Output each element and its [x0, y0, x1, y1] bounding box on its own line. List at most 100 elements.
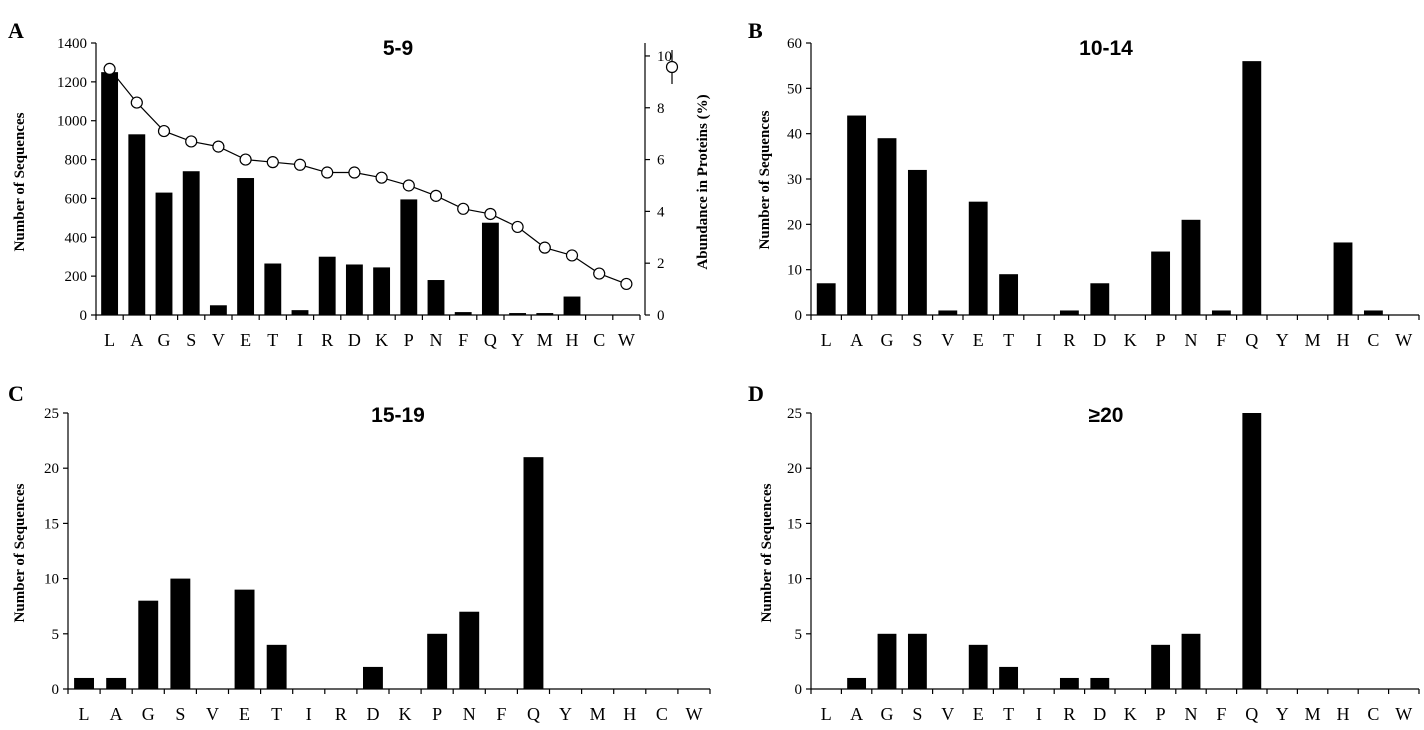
panel-c-bar [106, 677, 127, 689]
panel-c-y-tick-label: 10 [44, 572, 59, 588]
panel-c-y-tick-label: 5 [52, 627, 60, 643]
panel-d-y-tick-label: 0 [795, 682, 803, 698]
panel-a-bar [563, 296, 581, 315]
panel-b-y-tick-label: 30 [787, 172, 802, 188]
panel-a-bar [264, 263, 282, 315]
panel-b-x-tick-label: C [1367, 330, 1379, 350]
panel-a-y-axis-title: Number of Sequences [12, 112, 28, 251]
panel-a-x-tick-label: Q [484, 330, 497, 350]
panel-d-bar [907, 633, 927, 689]
panel-a-x-tick-label: V [212, 330, 225, 350]
panel-a-abundance-point [565, 249, 579, 262]
panel-b: B 10-14 Number of Sequences 0 10 20 30 40 50 6… [748, 18, 1420, 350]
panel-b-bar [1181, 219, 1201, 315]
panel-b-x-tick-label: A [850, 330, 863, 350]
panel-a-abundance-point [185, 135, 198, 148]
panel-b-x-tick-label: W [1395, 330, 1412, 350]
panel-c-y-tick-label: 15 [44, 516, 59, 532]
panel-a-abundance-point [157, 124, 171, 138]
panel-a-x-tick-label: C [593, 330, 605, 350]
panel-d-bar [968, 644, 988, 689]
panel-a: A 5-9 Number of Sequences Abundance in P… [8, 18, 711, 350]
panel-c-y-tick-label: 0 [52, 682, 60, 698]
panel-a-bar [536, 313, 554, 315]
panel-b-x-tick-label: K [1124, 330, 1137, 350]
panel-d-y-tick-label: 10 [787, 572, 802, 588]
panel-c-x-tick-label: C [656, 704, 668, 724]
panel-b-x-tick-label: N [1185, 330, 1198, 350]
panel-d-bar [847, 677, 867, 689]
panel-b-x-tick-label: R [1063, 330, 1075, 350]
panel-a-y2-tick-label: 2 [657, 256, 665, 272]
panel-d-x-tick-label: I [1036, 704, 1042, 724]
panel-b-x-tick-label: M [1305, 330, 1321, 350]
panel-d-title: ≥20 [1089, 404, 1124, 427]
panel-a-bar [155, 192, 173, 315]
panel-a-y-tick-label: 1200 [57, 75, 87, 91]
panel-c-bar [74, 677, 95, 689]
panel-c-x-tick-label: F [496, 704, 506, 724]
panel-c-bar [138, 600, 159, 689]
panel-a-x-tick-label: E [240, 330, 251, 350]
panel-b-y-tick-label: 60 [787, 36, 802, 52]
panel-a-x-tick-label: L [104, 330, 115, 350]
panel-a-y2-tick-label: 8 [657, 101, 665, 117]
panel-a-bar [209, 305, 227, 315]
panel-b-x-tick-label: G [881, 330, 894, 350]
panel-c-x-tick-label: P [432, 704, 442, 724]
panel-a-abundance-point [212, 140, 225, 153]
panel-a-abundance-point [484, 207, 497, 221]
panel-d-y-axis-title: Number of Sequences [759, 483, 775, 622]
panel-a-abundance-point [103, 62, 116, 76]
panel-a-x-tick-label: S [186, 330, 196, 350]
panel-d-x-tick-label: E [973, 704, 984, 724]
panel-b-y-axis-title: Number of Sequences [757, 110, 773, 249]
panel-b-x-tick-label: P [1156, 330, 1166, 350]
panel-a-abundance-point [239, 153, 252, 166]
panel-b-bar [1151, 251, 1171, 315]
panel-b-y-tick-label: 10 [787, 263, 802, 279]
panel-d-x-tick-label: G [881, 704, 894, 724]
panel-a-abundance-point [375, 171, 388, 184]
panel-b-bar [1090, 283, 1110, 315]
panel-a-abundance-point [457, 202, 470, 215]
panel-c-x-tick-label: H [623, 704, 636, 724]
panel-d-bar [877, 633, 897, 689]
panel-d-bar [1059, 677, 1079, 689]
panel-b-bar [1242, 61, 1262, 316]
panel-c-x-tick-label: T [271, 704, 282, 724]
panel-a-y2-tick-label: 0 [657, 308, 665, 324]
panel-c-bar [362, 666, 383, 689]
panel-d-x-tick-label: S [912, 704, 922, 724]
panel-a-x-tick-label: H [566, 330, 579, 350]
panel-d-y-tick-label: 25 [787, 406, 802, 422]
panel-c-x-tick-label: R [335, 704, 347, 724]
panel-b-bar [968, 201, 988, 315]
panel-a-x-tick-label: F [458, 330, 468, 350]
panel-b-y-tick-label: 50 [787, 81, 802, 97]
panel-c-x-tick-label: S [175, 704, 185, 724]
panel-a-x-tick-label: N [430, 330, 443, 350]
panel-a-bar [128, 134, 146, 315]
panel-a-x-tick-label: T [267, 330, 278, 350]
panel-a-y-tick-label: 0 [80, 308, 88, 324]
panel-d-bar [1181, 633, 1201, 689]
panel-a-bar [237, 178, 255, 315]
panel-d-x-tick-label: R [1063, 704, 1075, 724]
panel-a-y2-axis-title: Abundance in Proteins (%) [695, 94, 711, 269]
panel-a-x-tick-label: P [404, 330, 414, 350]
panel-a-x-tick-label: Y [511, 330, 524, 350]
panel-c-x-tick-label: Q [527, 704, 540, 724]
panel-a-y-tick-label: 400 [65, 230, 88, 246]
panel-d-x-tick-label: P [1156, 704, 1166, 724]
panel-c-x-tick-label: E [239, 704, 250, 724]
panel-d-letter: D [748, 381, 764, 406]
panel-a-x-tick-label: D [348, 330, 361, 350]
panel-c-bar [523, 457, 544, 689]
panel-b-x-tick-label: E [973, 330, 984, 350]
panel-c-y-axis-title: Number of Sequences [12, 483, 28, 622]
panel-b-bar [1059, 310, 1079, 315]
panel-c-x-tick-label: N [463, 704, 476, 724]
panel-a-bar [182, 171, 200, 315]
